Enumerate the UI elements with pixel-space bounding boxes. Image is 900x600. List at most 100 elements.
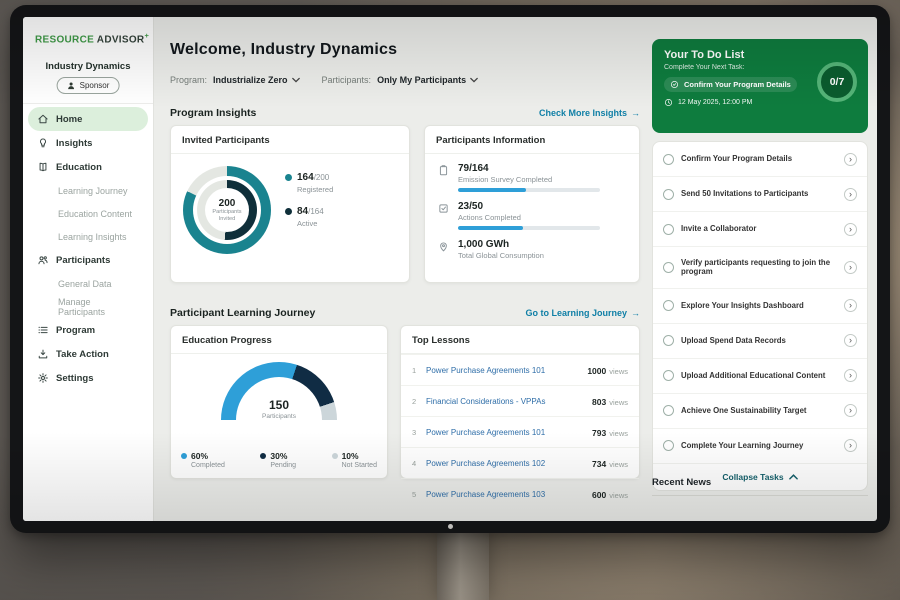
dashboard-screen: RESOURCE ADVISOR+ Industry Dynamics Spon… [23,17,877,521]
todo-due-date: 12 May 2025, 12:00 PM [664,98,856,107]
lesson-link[interactable]: Power Purchase Agreements 103 [426,489,546,499]
todo-next-task[interactable]: Confirm Your Program Details [664,77,797,92]
actions-progress-bar [458,226,600,230]
task-checkbox[interactable] [663,153,674,165]
invited-donut-chart: 200 Participants Invited [183,166,271,254]
chevron-up-icon [788,474,798,480]
lesson-link[interactable]: Power Purchase Agreements 102 [426,458,546,468]
sidebar-item-participants[interactable]: Participants [28,248,148,272]
sidebar-item-label: Settings [56,372,94,384]
lesson-link[interactable]: Financial Considerations - VPPAs [426,396,546,406]
todo-task[interactable]: Send 50 Invitations to Participants › [653,177,867,212]
location-pin-icon [437,240,450,253]
invited-participants-card: Invited Participants 200 Participants In… [170,125,410,283]
participants-filter-select[interactable]: Only My Participants [377,75,478,85]
sidebar-divider [23,103,153,104]
filter-bar: Program: Industrialize Zero Participants… [170,75,478,85]
legend-completed: 60% Completed [181,451,225,469]
sidebar-item-label: Home [56,113,83,125]
section-title: Program Insights [170,107,257,119]
card-title: Participants Information [425,126,639,154]
clock-icon [664,98,673,107]
home-icon [37,113,49,125]
task-chevron-icon[interactable]: › [844,334,857,348]
list-icon [37,324,49,336]
sidebar-item-home[interactable]: Home [28,107,148,131]
todo-task[interactable]: Confirm Your Program Details › [653,142,867,177]
sidebar-nav: Home Insights Education Learning Journey… [28,107,148,390]
todo-task[interactable]: Achieve One Sustainability Target › [653,394,867,429]
sidebar-item-learning-insights[interactable]: Learning Insights [58,231,127,242]
education-gauge-chart: 150 Participants [221,362,337,420]
card-title: Invited Participants [171,126,409,154]
app-logo: RESOURCE ADVISOR+ [35,31,149,45]
sidebar-item-manage-participants[interactable]: Manage Participants [58,296,106,317]
task-chevron-icon[interactable]: › [844,439,857,453]
sidebar-item-education-content[interactable]: Education Content [58,208,133,219]
task-checkbox[interactable] [663,440,674,452]
go-to-learning-journey-link[interactable]: Go to Learning Journey → [525,308,640,318]
task-chevron-icon[interactable]: › [844,152,857,166]
sidebar-item-education[interactable]: Education [28,155,148,179]
sponsor-badge[interactable]: Sponsor [56,77,120,94]
task-chevron-icon[interactable]: › [844,187,857,201]
person-icon [68,82,75,90]
todo-task[interactable]: Explore Your Insights Dashboard › [653,289,867,324]
book-icon [37,161,49,173]
donut-legend: 164 /200 Registered 84 /164 Active [285,172,333,240]
task-checkbox[interactable] [663,370,674,382]
sidebar-item-program[interactable]: Program [28,318,148,342]
task-chevron-icon[interactable]: › [844,404,857,418]
todo-subtitle: Complete Your Next Task: [664,64,745,71]
sidebar-item-label: Education [56,161,102,173]
recent-news-section: Recent News [652,477,868,496]
task-checkbox[interactable] [663,335,674,347]
learning-journey-header: Participant Learning Journey Go to Learn… [170,307,640,319]
lesson-link[interactable]: Power Purchase Agreements 101 [426,427,546,437]
check-more-insights-link[interactable]: Check More Insights → [538,108,640,118]
collapse-tasks-button[interactable]: Collapse Tasks [653,464,867,490]
page-title: Welcome, Industry Dynamics [170,41,398,58]
program-filter-select[interactable]: Industrialize Zero [213,75,300,85]
gear-icon [37,372,49,384]
todo-progress-ring: 0/7 [817,62,857,102]
todo-task[interactable]: Verify participants requesting to join t… [653,247,867,289]
participants-filter-label: Participants: [321,75,372,85]
todo-title: Your To Do List [664,49,745,61]
task-chevron-icon[interactable]: › [844,260,857,274]
task-chevron-icon[interactable]: › [844,222,857,236]
donut-center-label: 200 Participants Invited [205,188,249,232]
todo-task[interactable]: Upload Spend Data Records › [653,324,867,359]
task-chevron-icon[interactable]: › [844,299,857,313]
todo-task[interactable]: Upload Additional Educational Content › [653,359,867,394]
arrow-right-icon: → [631,308,640,318]
task-chevron-icon[interactable]: › [844,369,857,383]
sidebar-item-learning-journey[interactable]: Learning Journey [58,185,128,196]
lesson-link[interactable]: Power Purchase Agreements 101 [426,365,546,375]
task-checkbox[interactable] [663,223,674,235]
clipboard-icon [437,164,450,177]
sidebar-item-take-action[interactable]: Take Action [28,342,148,366]
participants-information-card: Participants Information 79/164 Emission… [424,125,640,283]
monitor-frame: RESOURCE ADVISOR+ Industry Dynamics Spon… [10,5,890,533]
arrow-right-icon: → [631,108,640,118]
sidebar: RESOURCE ADVISOR+ Industry Dynamics Spon… [23,17,154,521]
task-checkbox[interactable] [663,300,674,312]
sidebar-item-settings[interactable]: Settings [28,366,148,390]
task-checkbox[interactable] [663,261,674,273]
legend-dot-active [285,208,292,215]
todo-panel: Your To Do List Complete Your Next Task:… [652,17,868,521]
lesson-row: 3 Power Purchase Agreements 101 793 views [401,416,639,447]
task-checkbox[interactable] [663,188,674,200]
sidebar-item-insights[interactable]: Insights [28,131,148,155]
logo-plus: + [144,31,150,40]
todo-task[interactable]: Complete Your Learning Journey › [653,429,867,464]
lesson-row: 4 Power Purchase Agreements 102 734 views [401,447,639,478]
task-checkbox[interactable] [663,405,674,417]
program-filter-label: Program: [170,75,208,85]
todo-task[interactable]: Invite a Collaborator › [653,212,867,247]
people-icon [37,254,49,266]
logo-advisor: ADVISOR [96,34,145,46]
sidebar-item-general-data[interactable]: General Data [58,278,112,289]
card-title: Education Progress [171,326,387,354]
